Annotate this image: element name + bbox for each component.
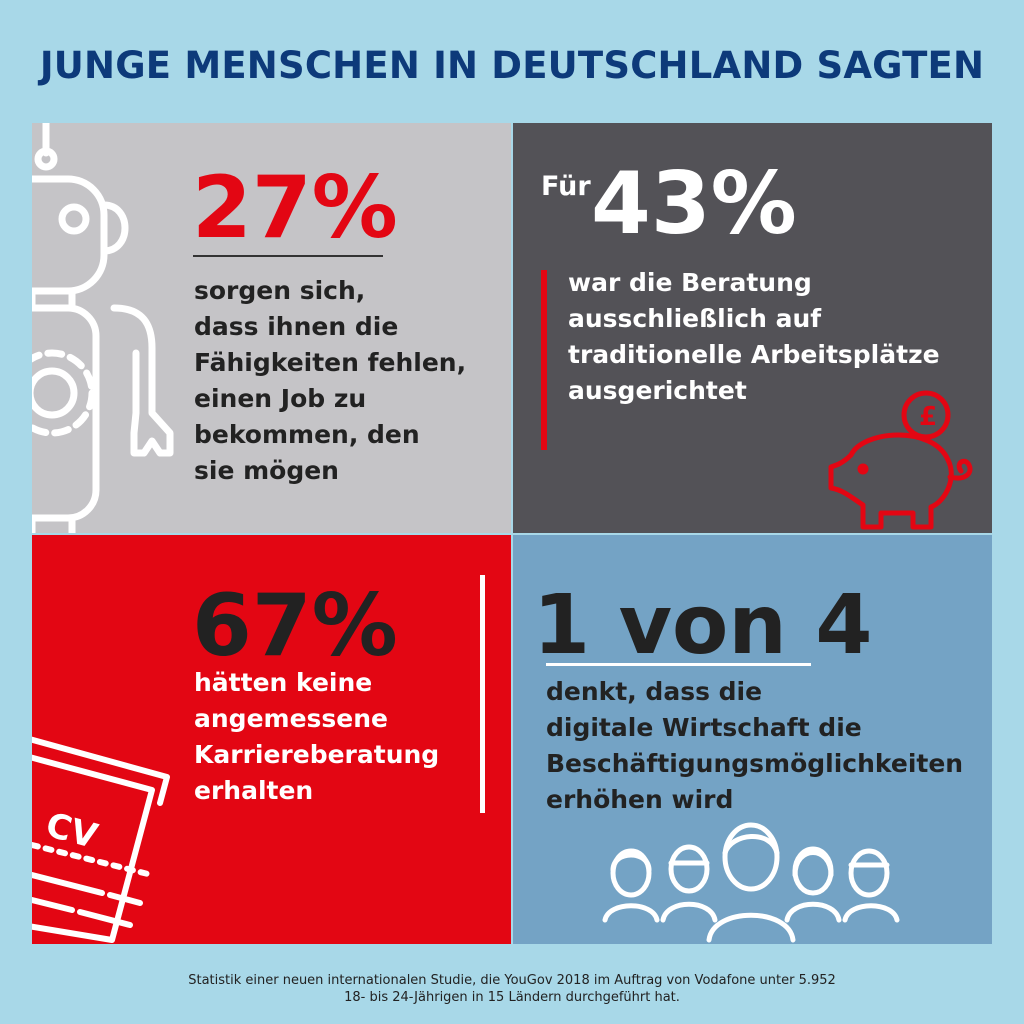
skills-panel: 27% sorgen sich, dass ihnen die Fähigkei… — [32, 123, 511, 533]
skills-text: sorgen sich, dass ihnen die Fähigkeiten … — [194, 276, 467, 485]
digital-stat: 1 von 4 — [533, 578, 873, 673]
digital-text: denkt, dass die digitale Wirtschaft die … — [546, 677, 964, 814]
digital-panel: 1 von 4 denkt, dass die digitale Wirtsch… — [513, 535, 992, 944]
cv-document-icon: CV — [32, 736, 170, 943]
footer-note: Statistik einer neuen internationalen St… — [188, 973, 836, 1005]
advice-panel: Für 43% war die Beratung ausschließlich … — [513, 123, 992, 533]
advice-prefix: Für — [541, 171, 591, 202]
digital-underline — [546, 663, 811, 666]
career-text: hätten keine angemessene Karriereberatun… — [194, 668, 440, 805]
career-divider — [480, 575, 485, 813]
advice-stat: 43% — [591, 154, 797, 254]
advice-accent-bar — [541, 270, 547, 450]
skills-stat: 27% — [192, 158, 398, 258]
people-group-icon — [602, 822, 900, 943]
svg-text:£: £ — [919, 402, 937, 432]
career-stat: 67% — [192, 576, 398, 676]
advice-text: war die Beratung ausschließlich auf trad… — [568, 268, 940, 405]
page-title: JUNGE MENSCHEN IN DEUTSCHLAND SAGTEN — [39, 44, 985, 87]
skills-underline — [193, 255, 383, 257]
robot-icon — [32, 123, 174, 533]
piggy-bank-icon: £ — [828, 390, 973, 530]
career-panel: 67% hätten keine angemessene Karriereber… — [32, 535, 511, 944]
